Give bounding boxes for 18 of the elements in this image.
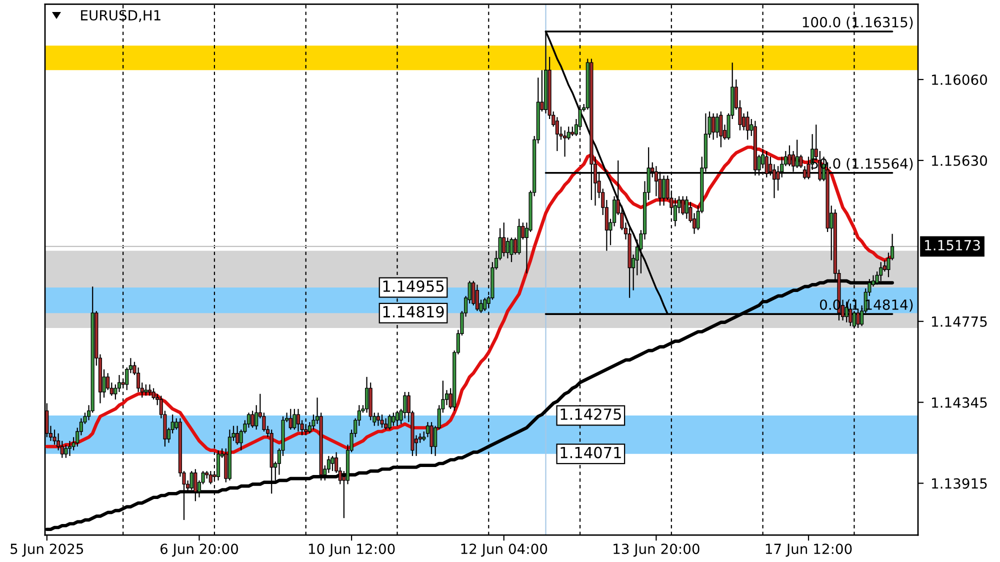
annotation: 1.14275 bbox=[560, 408, 621, 420]
y-tick-label: 1.13915 bbox=[932, 478, 987, 489]
series-label: 100.0 (1.16315) bbox=[802, 16, 913, 30]
y-tick-label: 1.15630 bbox=[932, 155, 988, 166]
annotation: 1.14071 bbox=[560, 446, 621, 458]
x-tick-label: 10 Jun 12:00 bbox=[308, 544, 395, 557]
ref-line-label: 1.15173 bbox=[925, 240, 980, 250]
x-tick-label: 5 Jun 2025 bbox=[10, 544, 84, 557]
x-tick-label: 6 Jun 20:00 bbox=[160, 544, 238, 557]
annotation: 1.14955 bbox=[383, 280, 444, 292]
y-tick-label: 1.14345 bbox=[932, 397, 987, 408]
y-tick-label: 1.16060 bbox=[932, 74, 988, 85]
x-tick-label: 13 Jun 20:00 bbox=[614, 544, 700, 557]
x-tick-label: 12 Jun 04:00 bbox=[461, 544, 548, 557]
x-tick-label: 17 Jun 12:00 bbox=[766, 544, 852, 557]
chart-title: EURUSD,H1 bbox=[81, 10, 160, 22]
annotation: 1.14819 bbox=[383, 306, 444, 318]
y-tick-label: 1.14775 bbox=[932, 316, 987, 327]
